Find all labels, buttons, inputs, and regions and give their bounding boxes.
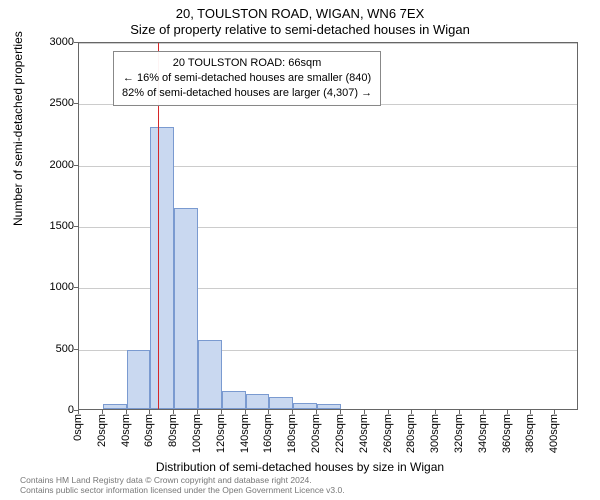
x-tick-mark — [78, 410, 79, 414]
info-line-3: 82% of semi-detached houses are larger (… — [122, 86, 372, 101]
x-tick-mark — [483, 410, 484, 414]
x-tick-label: 340sqm — [477, 414, 489, 453]
x-tick-mark — [102, 410, 103, 414]
chart-subtitle: Size of property relative to semi-detach… — [0, 22, 600, 37]
x-tick-label: 360sqm — [501, 414, 513, 453]
y-tick-label: 1500 — [24, 220, 74, 232]
y-tick-label: 0 — [24, 404, 74, 416]
histogram-bar — [222, 391, 246, 409]
y-axis-label: Number of semi-detached properties — [11, 31, 25, 226]
x-tick-mark — [149, 410, 150, 414]
plot-area: 20 TOULSTON ROAD: 66sqm← 16% of semi-det… — [78, 42, 578, 410]
x-tick-label: 140sqm — [239, 414, 251, 453]
y-tick-mark — [74, 165, 78, 166]
x-tick-mark — [292, 410, 293, 414]
x-tick-mark — [411, 410, 412, 414]
histogram-bar — [246, 394, 270, 409]
info-line-2: ← 16% of semi-detached houses are smalle… — [122, 71, 372, 86]
y-tick-mark — [74, 42, 78, 43]
x-tick-mark — [530, 410, 531, 414]
credit-line-2: Contains public sector information licen… — [20, 485, 345, 496]
histogram-bar — [150, 127, 174, 409]
x-tick-mark — [245, 410, 246, 414]
histogram-bar — [174, 208, 198, 409]
histogram-bar — [198, 340, 222, 409]
y-tick-mark — [74, 226, 78, 227]
y-tick-label: 2000 — [24, 159, 74, 171]
x-tick-label: 300sqm — [429, 414, 441, 453]
x-tick-label: 160sqm — [262, 414, 274, 453]
y-tick-mark — [74, 287, 78, 288]
chart-supertitle: 20, TOULSTON ROAD, WIGAN, WN6 7EX — [0, 6, 600, 21]
x-tick-mark — [268, 410, 269, 414]
x-tick-mark — [197, 410, 198, 414]
x-tick-label: 60sqm — [143, 414, 155, 447]
x-tick-mark — [340, 410, 341, 414]
x-tick-label: 320sqm — [453, 414, 465, 453]
x-tick-label: 40sqm — [120, 414, 132, 447]
chart-container: 20, TOULSTON ROAD, WIGAN, WN6 7EX Size o… — [0, 0, 600, 500]
x-tick-label: 180sqm — [286, 414, 298, 453]
y-tick-mark — [74, 103, 78, 104]
x-tick-label: 20sqm — [96, 414, 108, 447]
x-tick-label: 200sqm — [310, 414, 322, 453]
credits: Contains HM Land Registry data © Crown c… — [20, 475, 345, 496]
y-tick-label: 3000 — [24, 36, 74, 48]
y-tick-label: 500 — [24, 343, 74, 355]
credit-line-1: Contains HM Land Registry data © Crown c… — [20, 475, 345, 486]
histogram-bar — [269, 397, 293, 409]
x-tick-mark — [364, 410, 365, 414]
x-tick-mark — [126, 410, 127, 414]
x-tick-mark — [435, 410, 436, 414]
x-tick-mark — [316, 410, 317, 414]
x-tick-label: 280sqm — [405, 414, 417, 453]
x-tick-label: 120sqm — [215, 414, 227, 453]
y-tick-label: 1000 — [24, 281, 74, 293]
x-tick-mark — [507, 410, 508, 414]
x-tick-label: 220sqm — [334, 414, 346, 453]
x-tick-label: 0sqm — [72, 414, 84, 441]
histogram-bar — [103, 404, 127, 409]
x-tick-mark — [459, 410, 460, 414]
x-tick-mark — [221, 410, 222, 414]
x-tick-label: 400sqm — [548, 414, 560, 453]
histogram-bar — [293, 403, 317, 409]
y-tick-mark — [74, 349, 78, 350]
x-tick-mark — [388, 410, 389, 414]
x-tick-mark — [554, 410, 555, 414]
info-line-1: 20 TOULSTON ROAD: 66sqm — [122, 56, 372, 71]
x-tick-label: 240sqm — [358, 414, 370, 453]
y-tick-label: 2500 — [24, 97, 74, 109]
x-tick-label: 380sqm — [524, 414, 536, 453]
x-tick-label: 100sqm — [191, 414, 203, 453]
histogram-bar — [317, 404, 341, 409]
x-axis-label: Distribution of semi-detached houses by … — [0, 460, 600, 474]
x-tick-mark — [173, 410, 174, 414]
info-box: 20 TOULSTON ROAD: 66sqm← 16% of semi-det… — [113, 51, 381, 106]
gridline — [79, 43, 577, 44]
histogram-bar — [127, 350, 151, 409]
x-tick-label: 260sqm — [382, 414, 394, 453]
x-tick-label: 80sqm — [167, 414, 179, 447]
